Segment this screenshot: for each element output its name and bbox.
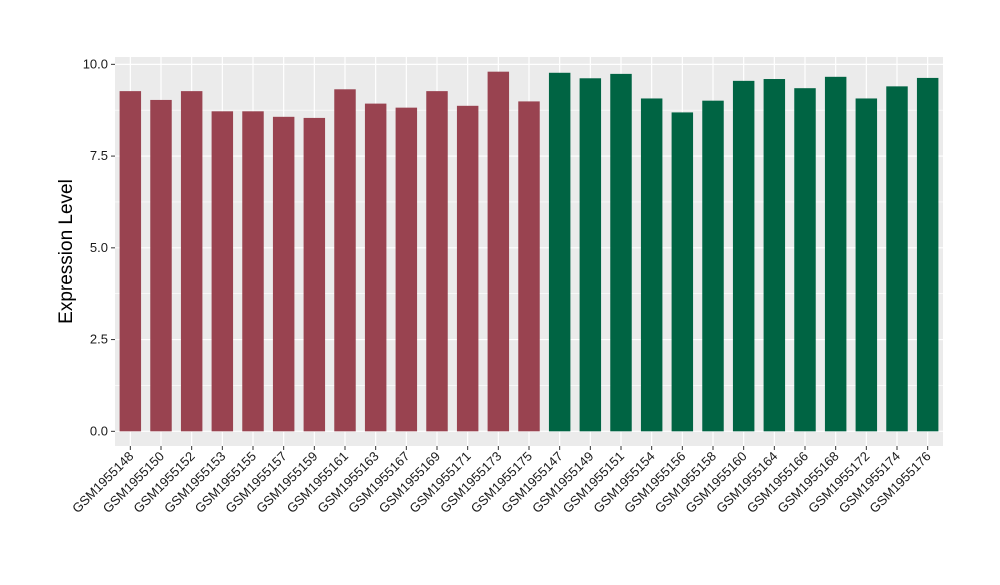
x-axis: GSM1955148GSM1955150GSM1955152GSM1955153… (69, 446, 934, 516)
bar-GSM1955176 (916, 77, 939, 432)
bar-GSM1955171 (456, 105, 479, 432)
y-tick-label: 2.5 (90, 332, 108, 347)
bar-GSM1955152 (180, 91, 203, 432)
bar-GSM1955154 (640, 98, 663, 432)
bar-GSM1955158 (702, 100, 724, 432)
bar-series (119, 71, 939, 432)
bar-GSM1955167 (395, 107, 418, 432)
y-axis-title: Expression Level (56, 179, 77, 324)
bar-GSM1955159 (303, 117, 326, 432)
bar-GSM1955150 (150, 99, 172, 432)
bar-GSM1955149 (579, 78, 602, 432)
y-axis: 0.0 2.5 5.0 7.5 10.0 (83, 56, 115, 438)
y-tick-label: 5.0 (90, 240, 108, 255)
bar-GSM1955172 (855, 98, 878, 432)
y-tick-label: 0.0 (90, 423, 108, 438)
bar-GSM1955174 (886, 86, 908, 432)
bar-GSM1955155 (242, 111, 264, 432)
bar-GSM1955161 (334, 89, 356, 432)
bar-GSM1955160 (732, 80, 755, 432)
bar-GSM1955156 (671, 112, 694, 432)
bar-GSM1955151 (610, 73, 632, 432)
bar-GSM1955153 (211, 111, 234, 432)
bar-GSM1955173 (487, 71, 510, 432)
bar-GSM1955166 (794, 88, 816, 432)
bar-GSM1955169 (426, 91, 448, 432)
bar-GSM1955168 (824, 76, 847, 432)
bar-GSM1955175 (518, 101, 540, 432)
y-tick-label: 10.0 (83, 56, 108, 71)
bar-GSM1955164 (763, 79, 786, 432)
bar-GSM1955163 (364, 103, 387, 432)
bar-GSM1955157 (272, 116, 295, 432)
bar-GSM1955147 (548, 72, 571, 432)
bar-GSM1955148 (119, 91, 142, 432)
y-tick-label: 7.5 (90, 148, 108, 163)
